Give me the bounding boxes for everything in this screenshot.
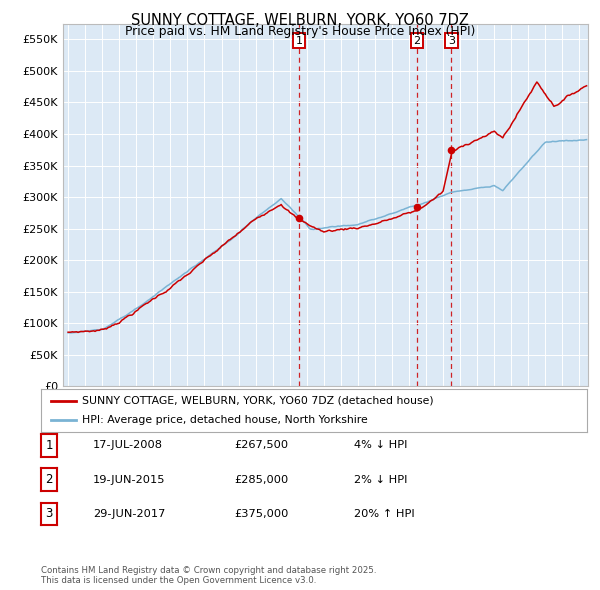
Text: 3: 3 <box>448 35 455 45</box>
Text: HPI: Average price, detached house, North Yorkshire: HPI: Average price, detached house, Nort… <box>82 415 367 425</box>
Text: 19-JUN-2015: 19-JUN-2015 <box>93 475 166 484</box>
Text: SUNNY COTTAGE, WELBURN, YORK, YO60 7DZ (detached house): SUNNY COTTAGE, WELBURN, YORK, YO60 7DZ (… <box>82 396 433 406</box>
Text: £267,500: £267,500 <box>234 441 288 450</box>
Text: 1: 1 <box>45 439 53 452</box>
Text: 4% ↓ HPI: 4% ↓ HPI <box>354 441 407 450</box>
Text: 20% ↑ HPI: 20% ↑ HPI <box>354 509 415 519</box>
Text: 17-JUL-2008: 17-JUL-2008 <box>93 441 163 450</box>
Text: 3: 3 <box>46 507 53 520</box>
Text: £375,000: £375,000 <box>234 509 289 519</box>
Text: Contains HM Land Registry data © Crown copyright and database right 2025.
This d: Contains HM Land Registry data © Crown c… <box>41 566 376 585</box>
Text: 29-JUN-2017: 29-JUN-2017 <box>93 509 166 519</box>
Text: 1: 1 <box>295 35 302 45</box>
Text: 2% ↓ HPI: 2% ↓ HPI <box>354 475 407 484</box>
Text: £285,000: £285,000 <box>234 475 288 484</box>
Text: SUNNY COTTAGE, WELBURN, YORK, YO60 7DZ: SUNNY COTTAGE, WELBURN, YORK, YO60 7DZ <box>131 13 469 28</box>
Text: 2: 2 <box>45 473 53 486</box>
Text: Price paid vs. HM Land Registry's House Price Index (HPI): Price paid vs. HM Land Registry's House … <box>125 25 475 38</box>
Text: 2: 2 <box>413 35 421 45</box>
